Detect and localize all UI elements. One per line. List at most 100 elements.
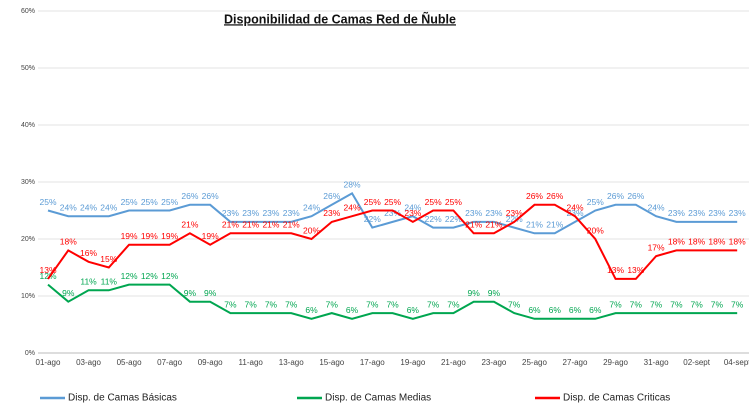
legend-label: Disp. de Camas Básicas xyxy=(68,393,177,404)
x-tick-label: 11-ago xyxy=(239,358,264,367)
value-label: 25% xyxy=(121,197,138,207)
y-tick-label: 30% xyxy=(21,179,35,186)
value-label: 25% xyxy=(587,197,604,207)
value-label: 24% xyxy=(100,202,117,212)
value-label: 11% xyxy=(101,277,118,287)
value-label: 21% xyxy=(222,220,239,230)
value-label: 25% xyxy=(425,197,442,207)
y-tick-label: 20% xyxy=(21,236,35,243)
x-tick-label: 02-sept xyxy=(683,358,710,367)
value-label: 23% xyxy=(262,208,279,218)
value-label: 21% xyxy=(546,220,563,230)
value-label: 25% xyxy=(445,197,462,207)
value-label: 18% xyxy=(688,237,705,247)
value-label: 6% xyxy=(407,305,420,315)
value-label: 26% xyxy=(627,191,644,201)
value-label: 23% xyxy=(242,208,259,218)
x-tick-label: 21-ago xyxy=(441,358,466,367)
value-label: 7% xyxy=(265,299,278,309)
y-tick-label: 40% xyxy=(21,122,35,129)
x-tick-label: 31-ago xyxy=(644,358,669,367)
value-label: 24% xyxy=(567,202,584,212)
value-label: 21% xyxy=(283,220,300,230)
x-tick-label: 09-ago xyxy=(198,358,223,367)
value-label: 23% xyxy=(283,208,300,218)
series-line xyxy=(47,192,738,235)
x-tick-label: 04-sept xyxy=(724,358,749,367)
value-label: 23% xyxy=(506,208,523,218)
value-label: 18% xyxy=(668,237,685,247)
series-line xyxy=(47,203,738,280)
value-label: 23% xyxy=(222,208,239,218)
value-label: 24% xyxy=(344,202,361,212)
value-label: 23% xyxy=(404,208,421,218)
x-tick-label: 03-ago xyxy=(76,358,101,367)
value-label: 23% xyxy=(729,208,746,218)
value-label: 26% xyxy=(202,191,219,201)
x-tick-label: 25-ago xyxy=(522,358,547,367)
value-label: 25% xyxy=(161,197,178,207)
x-tick-label: 07-ago xyxy=(157,358,182,367)
value-label: 12% xyxy=(121,271,138,281)
value-label: 11% xyxy=(80,277,97,287)
value-label: 19% xyxy=(161,231,178,241)
chart-title: Disponibilidad de Camas Red de Ñuble xyxy=(224,11,456,26)
value-label: 26% xyxy=(181,191,198,201)
value-label: 7% xyxy=(285,299,298,309)
value-label: 21% xyxy=(526,220,543,230)
value-label: 21% xyxy=(181,220,198,230)
value-label: 18% xyxy=(60,237,77,247)
x-tick-label: 01-ago xyxy=(36,358,61,367)
value-label: 7% xyxy=(326,299,339,309)
value-label: 7% xyxy=(386,299,399,309)
value-label: 25% xyxy=(141,197,158,207)
value-label: 6% xyxy=(528,305,541,315)
value-label: 22% xyxy=(506,214,523,224)
value-label: 7% xyxy=(427,299,440,309)
x-tick-label: 15-ago xyxy=(319,358,344,367)
value-label: 24% xyxy=(80,202,97,212)
value-label: 26% xyxy=(323,191,340,201)
legend-label: Disp. de Camas Medias xyxy=(325,393,431,404)
value-label: 24% xyxy=(404,202,421,212)
y-tick-label: 0% xyxy=(25,350,35,357)
value-label: 25% xyxy=(384,197,401,207)
value-label: 12% xyxy=(161,271,178,281)
value-label: 9% xyxy=(62,288,75,298)
value-label: 22% xyxy=(445,214,462,224)
value-label: 7% xyxy=(508,299,521,309)
value-label: 9% xyxy=(204,288,217,298)
value-label: 6% xyxy=(305,305,318,315)
value-label: 9% xyxy=(488,288,501,298)
value-label: 23% xyxy=(323,208,340,218)
value-label: 23% xyxy=(708,208,725,218)
value-label: 21% xyxy=(262,220,279,230)
legend-label: Disp. de Camas Criticas xyxy=(563,393,670,404)
value-label: 26% xyxy=(546,191,563,201)
value-label: 23% xyxy=(384,208,401,218)
x-tick-label: 05-ago xyxy=(117,358,142,367)
value-label: 20% xyxy=(303,225,320,235)
value-label: 18% xyxy=(729,237,746,247)
value-label: 7% xyxy=(731,299,744,309)
value-label: 20% xyxy=(587,225,604,235)
y-tick-label: 10% xyxy=(21,293,35,300)
series-line xyxy=(47,283,738,320)
value-label: 28% xyxy=(344,180,361,190)
value-label: 7% xyxy=(630,299,643,309)
value-label: 13% xyxy=(627,265,644,275)
value-label: 22% xyxy=(364,214,381,224)
value-label: 23% xyxy=(668,208,685,218)
value-label: 25% xyxy=(364,197,381,207)
value-label: 18% xyxy=(708,237,725,247)
value-label: 6% xyxy=(549,305,562,315)
value-label: 7% xyxy=(670,299,683,309)
value-label: 21% xyxy=(465,220,482,230)
value-label: 15% xyxy=(100,254,117,264)
value-label: 23% xyxy=(465,208,482,218)
value-label: 16% xyxy=(80,248,97,258)
value-label: 19% xyxy=(141,231,158,241)
x-tick-label: 27-ago xyxy=(563,358,588,367)
value-label: 13% xyxy=(39,265,56,275)
value-label: 9% xyxy=(184,288,197,298)
